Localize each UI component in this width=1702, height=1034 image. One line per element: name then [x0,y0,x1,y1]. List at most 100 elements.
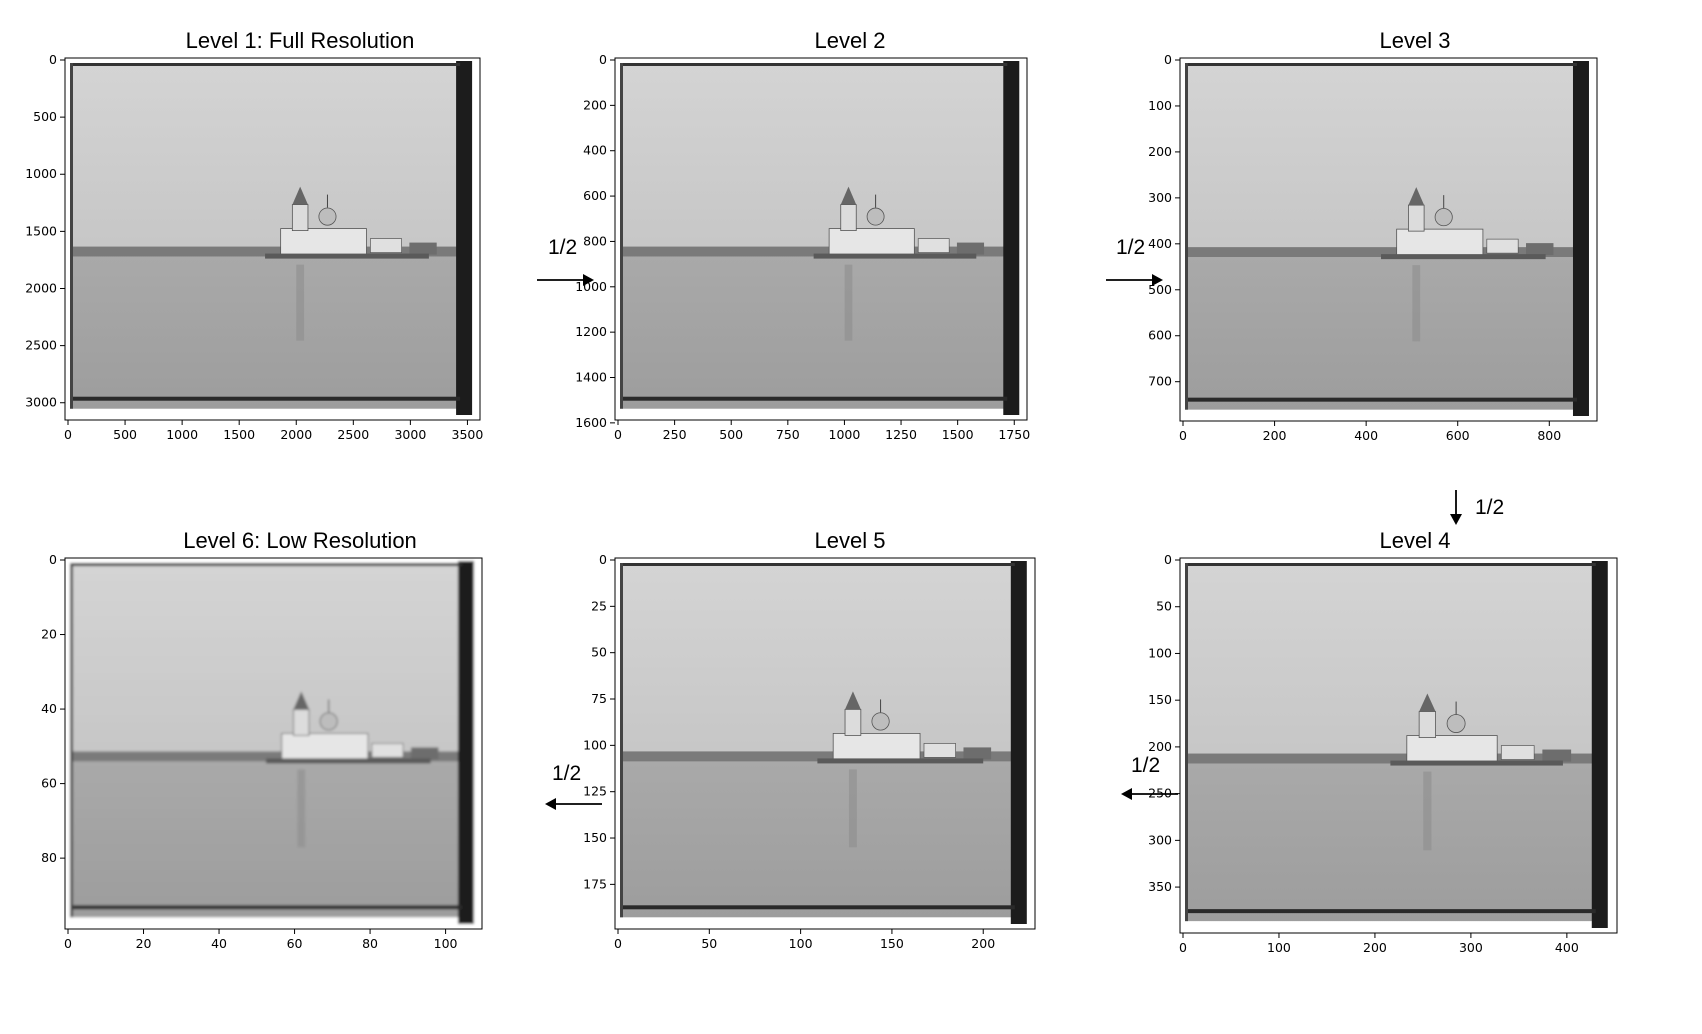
axes-frame [1179,557,1618,934]
y-tick-label: 2000 [25,280,57,295]
y-tick-label: 0 [49,552,57,567]
top-edge [1185,63,1577,66]
house [923,743,956,758]
sky-area [70,563,462,762]
reflection [1412,265,1421,342]
water-area [70,256,461,409]
sky-area [70,63,461,257]
right-arrow-icon [537,274,594,286]
x-tick-label: 400 [1354,428,1378,443]
reflection [296,264,305,341]
bottom-edge [70,396,461,401]
x-tick-label: 20 [136,936,152,951]
y-tick-label: 60 [41,776,57,791]
image-plot: 0 200 400 600 800 0 100 200 300 400 500 600 700 [1148,52,1598,443]
photo-image [65,558,482,929]
axes-frame [614,57,1028,421]
barn [1526,243,1554,256]
barn [956,242,985,255]
top-edge [70,563,462,566]
photo-image [1180,58,1597,421]
left-edge [620,63,623,409]
y-tick-label: 400 [1148,236,1172,251]
far-shore [70,246,461,257]
water-area [1185,257,1577,410]
x-tick-label: 100 [434,936,458,951]
sky-area [1185,563,1596,764]
x-tick-label: 2500 [337,427,369,442]
x-tick-label: 2000 [280,427,312,442]
left-edge [70,563,73,918]
far-shore [1185,753,1596,764]
y-tick-label: 700 [1148,374,1172,389]
water-area [1185,763,1596,922]
top-edge [620,63,1008,66]
dome [871,712,890,731]
photo-image [1180,558,1617,933]
barn [411,747,439,760]
y-tick-label: 80 [41,850,57,865]
far-shore [620,246,1008,257]
film-edge [1010,561,1027,924]
top-edge [70,63,461,66]
reflection [1423,771,1432,851]
panel-level-6: Level 6: Low Resolution 0 20 40 60 80 100 0 20 4… [41,528,530,998]
dome [1446,714,1466,733]
y-tick-label: 300 [1148,190,1172,205]
barn [1542,749,1572,762]
far-shore [1185,247,1577,258]
y-tick-label: 125 [583,784,607,799]
island-shore [1390,760,1563,766]
house [917,238,950,253]
x-tick-label: 1250 [885,427,917,442]
y-tick-label: 0 [1164,52,1172,67]
x-tick-label: 0 [614,936,622,951]
church-body [828,228,915,257]
church-body [832,733,921,762]
left-edge [70,63,73,409]
arrow-label: 1/2 [1116,236,1146,259]
y-tick-label: 20 [41,627,57,642]
x-tick-label: 3000 [394,427,426,442]
dome [866,207,885,226]
spire [292,186,308,205]
house [371,743,404,758]
x-tick-label: 1750 [998,427,1030,442]
x-tick-label: 50 [701,936,717,951]
arrow-label: 1/2 [1475,496,1505,519]
left-edge [1185,563,1188,922]
image-plot: 0 500 1000 1500 2000 2500 3000 3500 0 500 1000 1500… [25,52,483,442]
y-tick-label: 200 [1148,144,1172,159]
church-body [280,228,367,257]
x-tick-label: 150 [880,936,904,951]
y-tick-label: 300 [1148,832,1172,847]
right-arrow-icon [1106,274,1163,286]
bottom-edge [70,905,462,910]
panel-title: Level 6: Low Resolution [183,528,417,553]
spire [845,691,861,710]
x-tick-label: 600 [1446,428,1470,443]
panel-level-1: Level 1: Full Resolution 0 500 1000 1500 200… [25,28,530,478]
bottom-edge [620,905,1015,910]
y-tick-label: 2500 [25,338,57,353]
y-tick-label: 25 [591,598,607,613]
panel-level-5: Level 5 0 50 100 150 200 0 25 50 75 100 125 150 175 [583,528,1080,998]
x-tick-label: 0 [1179,940,1187,955]
arrow-label: 1/2 [552,762,582,785]
x-tick-label: 800 [1537,428,1561,443]
x-tick-label: 500 [719,427,743,442]
y-tick-label: 200 [583,97,607,112]
water-area [620,761,1015,918]
island-shore [265,758,431,764]
panel-title: Level 2 [814,28,886,53]
bottom-edge [620,396,1008,401]
x-tick-label: 0 [64,427,72,442]
x-tick-label: 1500 [223,427,255,442]
film-edge [456,61,473,415]
left-arrow-icon [545,798,602,810]
spire [1408,187,1425,206]
x-tick-label: 500 [113,427,137,442]
panel-title: Level 1: Full Resolution [185,28,415,53]
x-tick-label: 1000 [829,427,861,442]
